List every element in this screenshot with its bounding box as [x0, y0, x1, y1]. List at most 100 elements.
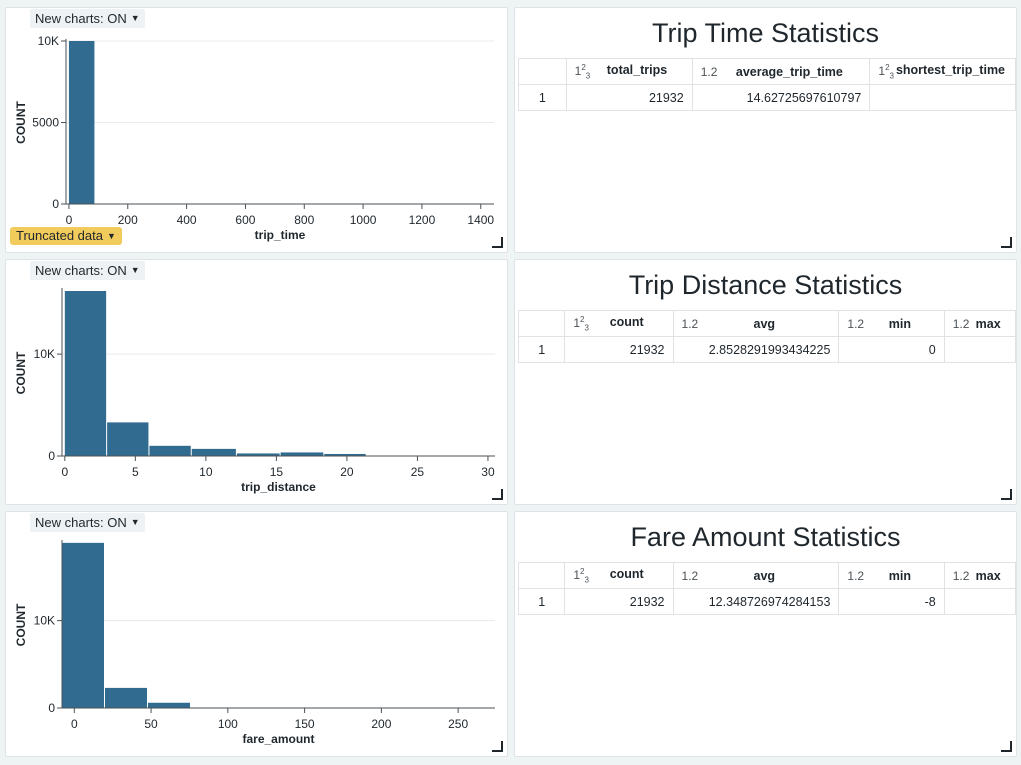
- table-row: 1 21932 12.348726974284153 -8: [517, 588, 1016, 615]
- row-index: 1: [518, 84, 567, 111]
- chart-panel-trip-distance: New charts: ON ▼ 0 10K 0 5 10 15 20 25 30 trip_di…: [5, 259, 508, 505]
- resize-handle[interactable]: [492, 741, 503, 752]
- column-header[interactable]: 1.2 average_trip_time: [691, 58, 871, 85]
- column-name: max: [975, 316, 1001, 331]
- x-tick-label: 30: [481, 465, 495, 479]
- new-charts-toggle[interactable]: New charts: ON ▼: [30, 513, 145, 532]
- x-tick-label: 1400: [467, 213, 494, 227]
- resize-handle[interactable]: [1001, 741, 1012, 752]
- column-header[interactable]: 1.2 max: [943, 562, 1016, 589]
- decimal-type-icon: 1.2: [700, 64, 718, 79]
- histogram-bar[interactable]: [64, 291, 107, 456]
- y-axis-title: COUNT: [14, 101, 28, 144]
- table-cell: 21932: [564, 336, 674, 363]
- row-index-header: [517, 310, 566, 337]
- resize-handle[interactable]: [492, 237, 503, 248]
- x-tick-label: 400: [177, 213, 197, 227]
- column-header[interactable]: 123 shortest_trip_time: [869, 58, 1016, 85]
- y-axis-title: COUNT: [14, 603, 28, 646]
- column-header[interactable]: 1.2 min: [838, 562, 945, 589]
- y-tick-label: 0: [52, 197, 59, 211]
- x-tick-label: 15: [270, 465, 284, 479]
- histogram-bar[interactable]: [149, 445, 191, 456]
- x-tick-label: 20: [340, 465, 354, 479]
- column-header[interactable]: 1.2 avg: [672, 310, 840, 337]
- decimal-type-icon: 1.2: [847, 316, 865, 331]
- table-row: 1 21932 14.62725697610797: [518, 84, 1016, 111]
- y-tick-label: 5000: [32, 116, 59, 130]
- x-tick-label: 0: [66, 213, 73, 227]
- new-charts-toggle[interactable]: New charts: ON ▼: [30, 9, 145, 28]
- table-title: Fare Amount Statistics: [630, 522, 901, 552]
- resize-handle[interactable]: [1001, 237, 1012, 248]
- chart-panel-trip-time: New charts: ON ▼ 0 5000 10K 0 200 400 600 800 10…: [5, 7, 508, 253]
- x-tick-label: 0: [71, 717, 78, 731]
- x-tick-label: 800: [294, 213, 314, 227]
- y-tick-label: 10K: [38, 34, 59, 48]
- column-name: count: [609, 314, 644, 329]
- table-cell: 21932: [564, 588, 674, 615]
- histogram-bar[interactable]: [280, 452, 324, 456]
- table-panel-fare-amount: Fare Amount Statistics 123 count 1.2 avg 1.2…: [514, 511, 1017, 757]
- x-tick-label: 200: [371, 717, 391, 731]
- column-header[interactable]: 1.2 max: [943, 310, 1016, 337]
- x-tick-label: 10: [199, 465, 213, 479]
- x-tick-label: 25: [411, 465, 425, 479]
- stats-table: 123 total_trips 1.2 average_trip_time 123 sho…: [518, 58, 1016, 111]
- decimal-type-icon: 1.2: [681, 568, 699, 583]
- histogram-bar[interactable]: [68, 41, 95, 204]
- table-cell: [943, 588, 1016, 615]
- table-cell: 2.8528291993434225: [672, 336, 840, 363]
- y-axis-title: COUNT: [14, 351, 28, 394]
- histogram-bar[interactable]: [104, 687, 147, 708]
- column-header[interactable]: 123 count: [564, 562, 674, 589]
- chart-panel-fare-amount: New charts: ON ▼ 0 10K 0 50 100 150 200 250 fare…: [5, 511, 508, 757]
- x-tick-label: 0: [61, 465, 68, 479]
- histogram-bar[interactable]: [191, 448, 236, 456]
- table-cell: 21932: [565, 84, 693, 111]
- chevron-down-icon: ▼: [130, 517, 140, 527]
- table-cell: 14.62725697610797: [691, 84, 871, 111]
- column-header[interactable]: 123 total_trips: [565, 58, 693, 85]
- resize-handle[interactable]: [492, 489, 503, 500]
- table-row: 1 21932 2.8528291993434225 0: [517, 336, 1016, 363]
- column-name: avg: [753, 568, 776, 583]
- table-cell: 12.348726974284153: [672, 588, 840, 615]
- x-tick-label: 1000: [350, 213, 377, 227]
- column-name: count: [609, 566, 644, 581]
- row-index: 1: [517, 588, 566, 615]
- resize-handle[interactable]: [1001, 489, 1012, 500]
- x-tick-label: 50: [144, 717, 158, 731]
- histogram-fare-amount: 0 10K 0 50 100 150 200 250 fare_amount COUNT: [14, 540, 495, 746]
- integer-type-icon: 123: [878, 62, 894, 81]
- truncated-label: Truncated data: [16, 228, 103, 243]
- column-header[interactable]: 123 count: [564, 310, 674, 337]
- histogram-bar[interactable]: [107, 422, 149, 456]
- column-name: total_trips: [606, 62, 668, 77]
- column-name: max: [975, 568, 1001, 583]
- histogram-bar[interactable]: [62, 542, 104, 708]
- integer-type-icon: 123: [573, 314, 589, 333]
- truncated-data-badge[interactable]: Truncated data ▼: [10, 227, 122, 245]
- histogram-bar[interactable]: [324, 453, 366, 456]
- stats-table: 123 count 1.2 avg 1.2 min 1.2 max 1 21932 2.852829…: [517, 310, 1016, 363]
- chevron-down-icon: ▼: [130, 265, 140, 275]
- column-header[interactable]: 1.2 min: [838, 310, 945, 337]
- new-charts-toggle[interactable]: New charts: ON ▼: [30, 261, 145, 280]
- column-name: shortest_trip_time: [895, 62, 1006, 77]
- toggle-label: New charts: ON: [35, 11, 127, 26]
- table-cell: 0: [838, 336, 945, 363]
- row-index-header: [517, 562, 566, 589]
- histogram-bar[interactable]: [147, 702, 190, 708]
- column-header[interactable]: 1.2 avg: [672, 562, 840, 589]
- column-name: avg: [753, 316, 776, 331]
- table-cell: -8: [838, 588, 945, 615]
- histogram-trip-time: 0 5000 10K 0 200 400 600 800 1000 1200 1400 trip_ti…: [14, 34, 494, 242]
- histogram-bar[interactable]: [236, 453, 280, 456]
- x-axis-title: trip_distance: [241, 480, 316, 494]
- x-tick-label: 150: [295, 717, 315, 731]
- x-tick-label: 5: [132, 465, 139, 479]
- decimal-type-icon: 1.2: [847, 568, 865, 583]
- x-tick-label: 600: [235, 213, 255, 227]
- chevron-down-icon: ▼: [106, 231, 116, 241]
